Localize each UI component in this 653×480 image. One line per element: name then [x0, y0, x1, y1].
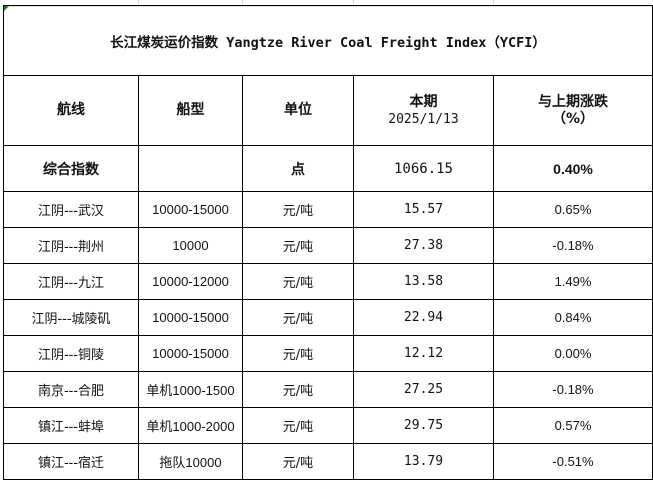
- cell-change[interactable]: -0.18%: [492, 371, 653, 408]
- cell-value[interactable]: 1066.15: [353, 145, 494, 192]
- cell-change[interactable]: 0.00%: [492, 335, 653, 372]
- sheet-gridline: [138, 0, 139, 6]
- header-ship-type[interactable]: 船型: [138, 75, 243, 146]
- table-row: 南京---合肥 单机1000-1500 元/吨 27.25 -0.18%: [3, 371, 653, 408]
- table-row: 江阴---武汉 10000-15000 元/吨 15.57 0.65%: [3, 191, 653, 228]
- cell-change[interactable]: 0.84%: [492, 299, 653, 336]
- cell-value[interactable]: 13.58: [353, 263, 494, 300]
- cell-value[interactable]: 22.94: [353, 299, 494, 336]
- composite-row: 综合指数 点 1066.15 0.40%: [3, 145, 653, 192]
- cell-value[interactable]: 12.12: [353, 335, 494, 372]
- table-row: 镇江---宿迁 拖队10000 元/吨 13.79 -0.51%: [3, 443, 653, 480]
- cell-route[interactable]: 镇江---蚌埠: [3, 407, 139, 444]
- cell-value[interactable]: 15.57: [353, 191, 494, 228]
- cell-ship-type[interactable]: 10000-12000: [138, 263, 243, 300]
- freight-index-table: 长江煤炭运价指数 Yangtze River Coal Freight Inde…: [2, 5, 653, 480]
- header-unit[interactable]: 单位: [242, 75, 354, 146]
- sheet-gridline: [493, 0, 494, 6]
- header-row: 航线 船型 单位 本期 2025/1/13 与上期涨跌 （%）: [3, 75, 653, 146]
- cell-unit[interactable]: 元/吨: [242, 191, 354, 228]
- cell-change[interactable]: 1.49%: [492, 263, 653, 300]
- cell-route[interactable]: 镇江---宿迁: [3, 443, 139, 480]
- cell-ship-type[interactable]: [138, 145, 243, 192]
- cell-unit[interactable]: 点: [242, 145, 354, 192]
- cell-route[interactable]: 江阴---城陵矶: [3, 299, 139, 336]
- table-row: 江阴---城陵矶 10000-15000 元/吨 22.94 0.84%: [3, 299, 653, 336]
- cell-unit[interactable]: 元/吨: [242, 263, 354, 300]
- table-row: 镇江---蚌埠 单机1000-2000 元/吨 29.75 0.57%: [3, 407, 653, 444]
- cell-change[interactable]: 0.65%: [492, 191, 653, 228]
- cell-ship-type[interactable]: 10000-15000: [138, 299, 243, 336]
- cell-route[interactable]: 综合指数: [3, 145, 139, 192]
- cell-ship-type[interactable]: 单机1000-2000: [138, 407, 243, 444]
- cell-unit[interactable]: 元/吨: [242, 299, 354, 336]
- cell-unit[interactable]: 元/吨: [242, 227, 354, 264]
- cell-unit[interactable]: 元/吨: [242, 335, 354, 372]
- cell-ship-type[interactable]: 10000: [138, 227, 243, 264]
- cell-route[interactable]: 江阴---荆州: [3, 227, 139, 264]
- cell-change[interactable]: -0.51%: [492, 443, 653, 480]
- cell-value[interactable]: 29.75: [353, 407, 494, 444]
- cell-ship-type[interactable]: 10000-15000: [138, 335, 243, 372]
- cell-value[interactable]: 27.38: [353, 227, 494, 264]
- cell-value[interactable]: 27.25: [353, 371, 494, 408]
- cell-change[interactable]: 0.57%: [492, 407, 653, 444]
- cell-unit[interactable]: 元/吨: [242, 443, 354, 480]
- header-change[interactable]: 与上期涨跌 （%）: [492, 75, 653, 146]
- cell-unit[interactable]: 元/吨: [242, 407, 354, 444]
- cell-change[interactable]: -0.18%: [492, 227, 653, 264]
- table-row: 江阴---九江 10000-12000 元/吨 13.58 1.49%: [3, 263, 653, 300]
- cell-ship-type[interactable]: 10000-15000: [138, 191, 243, 228]
- header-route[interactable]: 航线: [3, 75, 139, 146]
- table-row: 江阴---铜陵 10000-15000 元/吨 12.12 0.00%: [3, 335, 653, 372]
- cell-route[interactable]: 南京---合肥: [3, 371, 139, 408]
- cell-route[interactable]: 江阴---九江: [3, 263, 139, 300]
- sheet-gridline: [242, 0, 243, 6]
- cell-unit[interactable]: 元/吨: [242, 371, 354, 408]
- table-row: 江阴---荆州 10000 元/吨 27.38 -0.18%: [3, 227, 653, 264]
- cell-route[interactable]: 江阴---铜陵: [3, 335, 139, 372]
- cell-change[interactable]: 0.40%: [492, 145, 653, 192]
- cell-ship-type[interactable]: 拖队10000: [138, 443, 243, 480]
- cell-indicator-icon: [4, 6, 9, 11]
- cell-value[interactable]: 13.79: [353, 443, 494, 480]
- table-title[interactable]: 长江煤炭运价指数 Yangtze River Coal Freight Inde…: [2, 5, 653, 76]
- cell-route[interactable]: 江阴---武汉: [3, 191, 139, 228]
- header-current[interactable]: 本期 2025/1/13: [353, 75, 494, 146]
- cell-ship-type[interactable]: 单机1000-1500: [138, 371, 243, 408]
- sheet-gridline: [353, 0, 354, 6]
